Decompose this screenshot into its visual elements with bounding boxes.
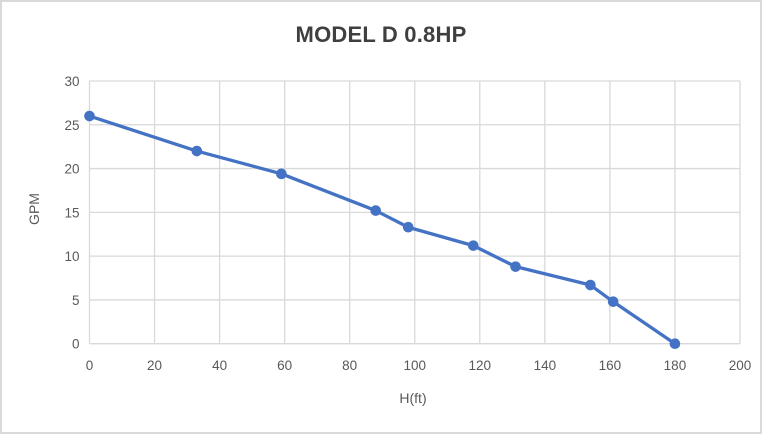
y-tick-label: 0: [72, 337, 80, 352]
data-point-marker: [84, 110, 95, 122]
chart-title: MODEL D 0.8HP: [295, 22, 467, 47]
x-tick-label: 180: [664, 358, 687, 373]
y-tick-label: 15: [64, 205, 79, 220]
x-tick-label: 120: [469, 358, 492, 373]
series-line: [87, 114, 677, 346]
y-tick-label: 10: [64, 249, 79, 264]
x-tick-label: 60: [277, 358, 292, 373]
data-point-marker: [402, 221, 414, 233]
data-point-marker: [669, 338, 681, 350]
data-point-marker: [467, 240, 479, 251]
data-point-marker: [370, 205, 382, 216]
x-tick-label: 40: [212, 358, 227, 373]
y-tick-label: 25: [64, 118, 79, 133]
data-point-marker: [276, 168, 287, 180]
x-tick-label: 80: [342, 358, 357, 373]
data-point-marker: [510, 261, 521, 272]
y-tick-label: 5: [72, 293, 80, 308]
x-tick-label: 140: [534, 358, 557, 373]
data-point-marker: [191, 145, 203, 157]
x-tick-label: 100: [403, 358, 426, 373]
y-tick-label: 20: [64, 162, 79, 177]
x-tick-label: 0: [86, 358, 94, 373]
x-tick-label: 200: [729, 358, 752, 373]
x-tick-label: 20: [147, 358, 162, 373]
data-point-marker: [585, 279, 596, 291]
x-tick-label: 160: [599, 358, 622, 373]
y-tick-label: 30: [64, 74, 79, 89]
data-point-marker: [607, 296, 619, 307]
x-axis-title: H(ft): [399, 390, 427, 406]
